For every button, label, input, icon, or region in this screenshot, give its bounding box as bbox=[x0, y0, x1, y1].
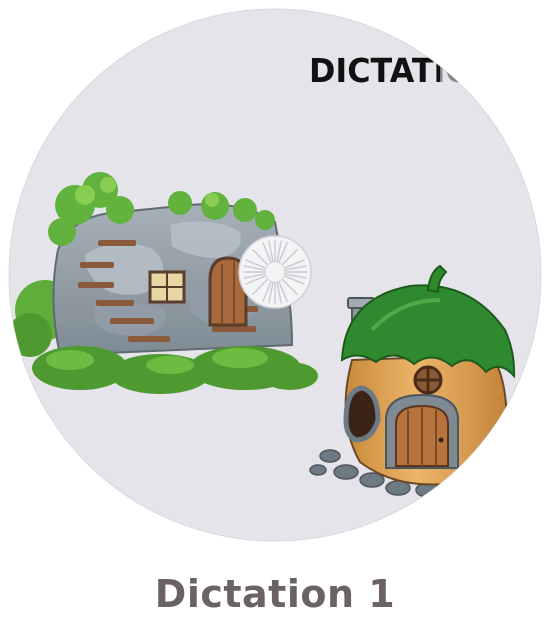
track-title[interactable]: Dictation 1 bbox=[154, 572, 396, 616]
stone-cave-house-illustration bbox=[9, 172, 318, 394]
disc-center-hub bbox=[238, 235, 312, 309]
acorn-cottage-illustration bbox=[309, 264, 516, 498]
dictation-disc[interactable]: DICTATION bbox=[0, 0, 550, 560]
disc-label: DICTATION bbox=[309, 51, 499, 90]
